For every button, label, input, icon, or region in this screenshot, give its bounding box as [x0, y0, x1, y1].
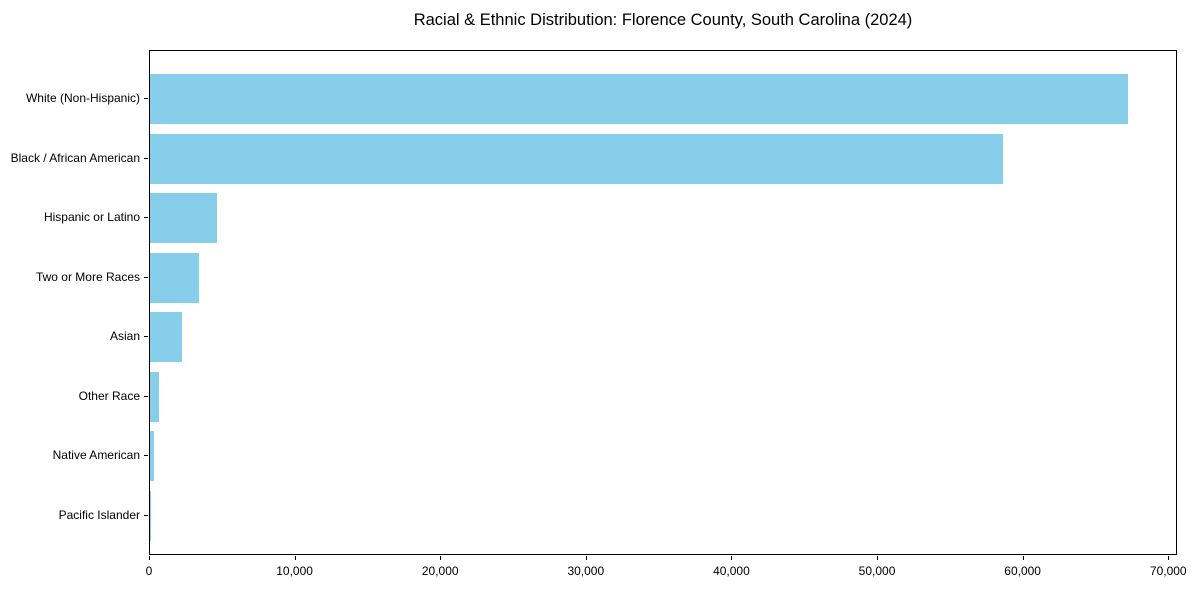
y-axis-label-asian: Asian — [109, 329, 140, 344]
bar-native-american — [150, 431, 154, 482]
y-axis-tick-white-non-hispanic — [144, 98, 148, 99]
x-axis-tick-60000 — [1022, 556, 1024, 560]
x-axis-tick-label-40000: 40,000 — [713, 564, 750, 578]
x-axis-tick-label-70000: 70,000 — [1149, 564, 1187, 578]
bar-other-race — [150, 371, 159, 422]
y-axis-tick-black-african-american — [144, 157, 148, 159]
x-axis-tick-40000 — [731, 556, 733, 560]
x-axis-tick-70000 — [1168, 556, 1170, 560]
y-axis-tick-other-race — [144, 395, 148, 397]
x-axis-tick-label-0: 0 — [145, 564, 153, 578]
y-axis-label-native-american: Native American — [52, 448, 140, 463]
y-axis-label-other-race: Other Race — [78, 388, 140, 403]
x-axis-tick-50000 — [877, 556, 879, 560]
x-axis-tick-10000 — [294, 556, 296, 560]
bar-pacific-islander — [150, 490, 152, 541]
x-axis-tick-30000 — [585, 556, 587, 560]
y-axis-label-two-or-more-races: Two or More Races — [35, 269, 140, 284]
y-axis-tick-asian — [144, 336, 148, 338]
y-axis-tick-two-or-more-races — [144, 276, 148, 278]
x-axis-tick-label-30000: 30,000 — [567, 564, 605, 578]
x-axis-tick-label-20000: 20,000 — [421, 564, 459, 578]
bar-two-or-more-races — [150, 252, 200, 303]
x-axis-tick-label-50000: 50,000 — [858, 564, 896, 578]
y-axis-label-pacific-islander: Pacific Islander — [58, 507, 140, 522]
y-axis-label-white-non-hispanic: White (Non-Hispanic) — [25, 91, 140, 105]
bar-asian — [150, 312, 182, 363]
x-axis-tick-label-10000: 10,000 — [276, 564, 313, 578]
bar-white-non-hispanic — [150, 74, 1129, 124]
y-axis-tick-pacific-islander — [144, 514, 148, 516]
bar-hispanic-or-latino — [150, 193, 217, 244]
y-axis-label-black-african-american: Black / African American — [10, 150, 140, 165]
x-axis-tick-0 — [149, 556, 150, 560]
y-axis-tick-hispanic-or-latino — [144, 217, 148, 219]
chart-title: Racial & Ethnic Distribution: Florence C… — [413, 11, 913, 29]
y-axis-tick-native-american — [144, 455, 148, 457]
x-axis-tick-label-60000: 60,000 — [1004, 564, 1041, 578]
plot-area — [149, 50, 1177, 555]
y-axis-label-hispanic-or-latino: Hispanic or Latino — [43, 210, 140, 225]
bar-black-african-american — [150, 133, 1004, 184]
x-axis-tick-20000 — [440, 556, 442, 560]
